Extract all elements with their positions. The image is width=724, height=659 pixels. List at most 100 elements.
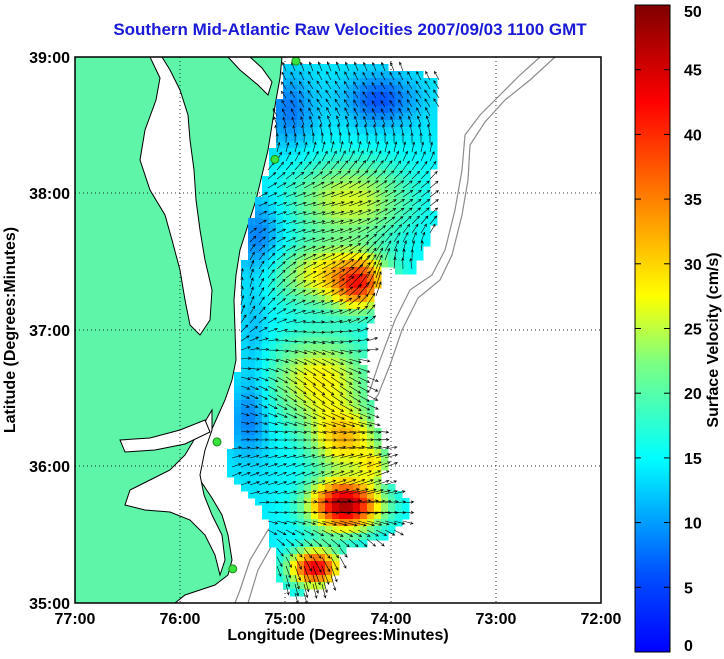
velocity-cell	[332, 407, 340, 415]
velocity-cell	[353, 253, 361, 261]
velocity-cell	[290, 253, 298, 261]
velocity-cell	[297, 190, 305, 198]
velocity-cell	[318, 323, 326, 331]
velocity-cell	[395, 505, 403, 513]
velocity-cell	[304, 442, 312, 450]
velocity-cell	[353, 414, 361, 422]
velocity-cell	[325, 295, 333, 303]
velocity-cell	[360, 288, 368, 296]
velocity-cell	[374, 533, 382, 541]
velocity-cell	[374, 113, 382, 121]
velocity-cell	[346, 358, 354, 366]
velocity-cell	[346, 85, 354, 93]
velocity-cell	[255, 470, 263, 478]
velocity-cell	[262, 491, 270, 499]
velocity-cell	[430, 134, 438, 142]
velocity-cell	[423, 162, 431, 170]
velocity-cell	[304, 344, 312, 352]
velocity-cell	[297, 134, 305, 142]
velocity-cell	[388, 197, 396, 205]
velocity-cell	[325, 302, 333, 310]
velocity-cell	[255, 330, 263, 338]
velocity-cell	[318, 127, 326, 135]
velocity-cell	[325, 232, 333, 240]
velocity-cell	[276, 295, 284, 303]
velocity-cell	[269, 225, 277, 233]
velocity-cell	[304, 260, 312, 268]
velocity-cell	[318, 428, 326, 436]
velocity-cell	[381, 253, 389, 261]
velocity-cell	[360, 204, 368, 212]
velocity-cell	[346, 512, 354, 520]
velocity-cell	[283, 239, 291, 247]
velocity-cell	[283, 204, 291, 212]
velocity-cell	[353, 183, 361, 191]
velocity-cell	[262, 442, 270, 450]
velocity-cell	[255, 246, 263, 254]
velocity-cell	[332, 232, 340, 240]
velocity-cell	[297, 351, 305, 359]
colorbar-tick-label: 10	[684, 516, 702, 533]
velocity-cell	[374, 239, 382, 247]
velocity-cell	[311, 106, 319, 114]
velocity-cell	[360, 190, 368, 198]
velocity-cell	[276, 554, 284, 562]
velocity-cell	[241, 316, 249, 324]
velocity-cell	[325, 169, 333, 177]
velocity-cell	[360, 197, 368, 205]
velocity-cell	[381, 134, 389, 142]
velocity-cell	[374, 281, 382, 289]
velocity-cell	[311, 267, 319, 275]
x-tick-label: 72:00	[581, 611, 622, 628]
velocity-cell	[311, 204, 319, 212]
velocity-cell	[269, 386, 277, 394]
velocity-cell	[276, 568, 284, 576]
velocity-cell	[262, 463, 270, 471]
velocity-cell	[353, 225, 361, 233]
velocity-cell	[290, 295, 298, 303]
velocity-cell	[290, 176, 298, 184]
velocity-cell	[325, 71, 333, 79]
velocity-cell	[353, 85, 361, 93]
velocity-cell	[423, 85, 431, 93]
velocity-cell	[353, 232, 361, 240]
velocity-cell	[283, 393, 291, 401]
velocity-cell	[367, 407, 375, 415]
velocity-cell	[283, 155, 291, 163]
velocity-cell	[248, 323, 256, 331]
velocity-cell	[381, 519, 389, 527]
velocity-cell	[262, 386, 270, 394]
velocity-cell	[297, 337, 305, 345]
velocity-cell	[241, 428, 249, 436]
velocity-cell	[311, 120, 319, 128]
velocity-cell	[339, 442, 347, 450]
velocity-cell	[409, 120, 417, 128]
velocity-cell	[346, 197, 354, 205]
velocity-cell	[381, 225, 389, 233]
velocity-cell	[374, 190, 382, 198]
velocity-cell	[409, 176, 417, 184]
velocity-cell	[339, 218, 347, 226]
velocity-cell	[325, 176, 333, 184]
velocity-cell	[290, 442, 298, 450]
velocity-cell	[318, 99, 326, 107]
velocity-cell	[318, 526, 326, 534]
velocity-cell	[297, 78, 305, 86]
velocity-cell	[297, 155, 305, 163]
velocity-cell	[304, 526, 312, 534]
velocity-cell	[304, 155, 312, 163]
velocity-cell	[402, 148, 410, 156]
velocity-cell	[318, 78, 326, 86]
velocity-cell	[318, 330, 326, 338]
velocity-cell	[311, 582, 319, 590]
velocity-cell	[346, 386, 354, 394]
velocity-cell	[360, 365, 368, 373]
velocity-cell	[311, 386, 319, 394]
velocity-cell	[416, 225, 424, 233]
velocity-cell	[276, 512, 284, 520]
velocity-cell	[241, 351, 249, 359]
x-tick-label: 75:00	[265, 611, 306, 628]
velocity-cell	[423, 197, 431, 205]
velocity-cell	[346, 78, 354, 86]
velocity-cell	[234, 449, 242, 457]
